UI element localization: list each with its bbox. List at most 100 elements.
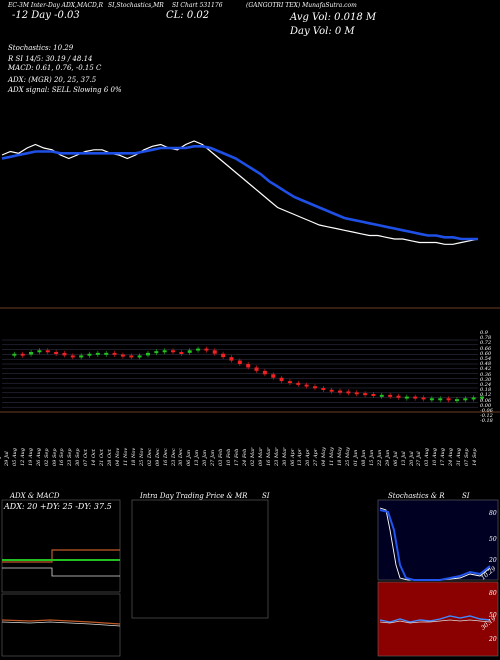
candle: [388, 394, 393, 397]
close-label: CL: 0.02: [166, 10, 210, 21]
candle: [287, 381, 292, 384]
price-axis-label: 0.24: [480, 382, 492, 388]
candle: [129, 355, 134, 358]
adx-panel-title: ADX & MACD: [10, 492, 60, 500]
candle: [480, 396, 484, 399]
candle: [246, 364, 251, 368]
rsi-axis-50: 50: [489, 612, 497, 619]
header-line1-left: EC-3M Inter-Day ADX,MACD,R: [8, 2, 104, 9]
header-line1-mid2: SI Chart 531176: [172, 2, 223, 9]
candle: [137, 355, 142, 358]
candle: [329, 389, 334, 392]
price-axis-label: 0.9: [480, 330, 488, 336]
candle: [254, 367, 259, 371]
adx-panel-label: ADX: 20 +DY: 25 -DY: 37.5: [4, 502, 112, 511]
intraday-panel-title2: SI: [262, 492, 270, 500]
candle: [237, 360, 242, 364]
candle: [145, 352, 150, 356]
price-axis-label: 0.42: [480, 366, 492, 373]
price-axis-label: 0.48: [480, 361, 492, 368]
candle: [338, 390, 343, 393]
macd-signal-line: [1, 621, 121, 627]
candle: [54, 352, 59, 354]
price-axis-label: 0.06: [480, 397, 492, 404]
candle: [346, 391, 351, 394]
candle: [70, 355, 75, 358]
price-axis-label: 0.60: [480, 350, 492, 357]
candle: [396, 395, 401, 398]
candle: [321, 388, 326, 390]
stoch-panel-title: Stochastics & R: [388, 492, 445, 500]
candle: [187, 350, 192, 353]
adx-signal-label: ADX signal: SELL Slowing 6 0%: [8, 86, 122, 94]
price-axis-label: 0.00: [480, 402, 492, 409]
rsi-label: R SI 14/5: 30.19 / 48.14: [8, 55, 93, 63]
candle: [446, 398, 451, 401]
candle: [154, 351, 159, 354]
candle: [179, 352, 184, 354]
candle: [429, 398, 434, 401]
avg-vol-label: Avg Vol: 0.018 M: [290, 12, 377, 23]
rsi-axis-80: 80: [489, 590, 497, 597]
price-axis-label: 0.54: [480, 356, 492, 362]
price-axis-label: 0.78: [480, 335, 492, 342]
candle: [354, 392, 359, 395]
candle: [454, 399, 459, 402]
candle: [37, 350, 42, 353]
candle: [379, 394, 384, 397]
price-axis-label: 0.66: [480, 345, 492, 352]
header-line1-right: (GANGOTRI TEX) MunafaSutra.com: [246, 2, 357, 9]
price-axis-label: 0.12: [480, 392, 492, 399]
candle: [79, 355, 84, 358]
candle: [296, 382, 301, 385]
candle: [404, 396, 409, 399]
minus-dy-line: [2, 567, 120, 577]
price-axis-label: -0.12: [480, 413, 493, 420]
candle: [29, 352, 34, 355]
candle: [438, 398, 443, 401]
candle: [271, 374, 276, 378]
price-axis-label: -0.06: [480, 408, 493, 414]
price-axis-label: 0.36: [480, 371, 492, 378]
candle: [87, 353, 92, 356]
candle: [20, 353, 25, 356]
rsi-axis-20: 20: [489, 636, 497, 643]
candle: [112, 352, 117, 355]
rsi-signal-line: [379, 619, 491, 624]
price-axis-label: 0.18: [480, 387, 492, 394]
day-vol-label: Day Vol: 0 M: [290, 26, 355, 37]
intraday-panel-title: Intra Day Trading Price & MR: [140, 492, 248, 500]
candle: [221, 353, 226, 358]
candle: [312, 386, 317, 389]
plus-dy-line: [2, 549, 120, 563]
candle: [171, 350, 176, 353]
header-line1-mid: SI,Stochastics,MR: [108, 2, 164, 9]
stoch-line: [379, 507, 491, 581]
candle: [413, 396, 418, 399]
candle: [45, 350, 50, 353]
candle: [229, 357, 234, 361]
adx-label: ADX: (MGR) 20, 25, 37.5: [8, 76, 97, 84]
candle: [421, 397, 426, 400]
stoch-axis-20: 20: [489, 557, 497, 564]
candle: [95, 352, 100, 355]
macd-line: [1, 619, 121, 625]
price-axis-label: 0.72: [480, 340, 492, 347]
candle: [204, 348, 209, 351]
stoch-axis-80: 80: [489, 510, 497, 517]
candle: [363, 393, 368, 396]
macd-label: MACD: 0.61, 0.76, -0.15 C: [8, 64, 102, 72]
candle: [212, 350, 217, 354]
candle: [12, 353, 17, 356]
candle: [463, 398, 468, 401]
stoch-signal-line: [379, 509, 491, 581]
stochastics-label: Stochastics: 10.29: [8, 44, 74, 52]
price-axis-label: -0.18: [480, 418, 493, 425]
candle: [162, 350, 167, 353]
stoch-axis-50: 50: [489, 536, 497, 543]
candle: [262, 370, 267, 375]
price-axis-label: 0.30: [480, 376, 492, 383]
